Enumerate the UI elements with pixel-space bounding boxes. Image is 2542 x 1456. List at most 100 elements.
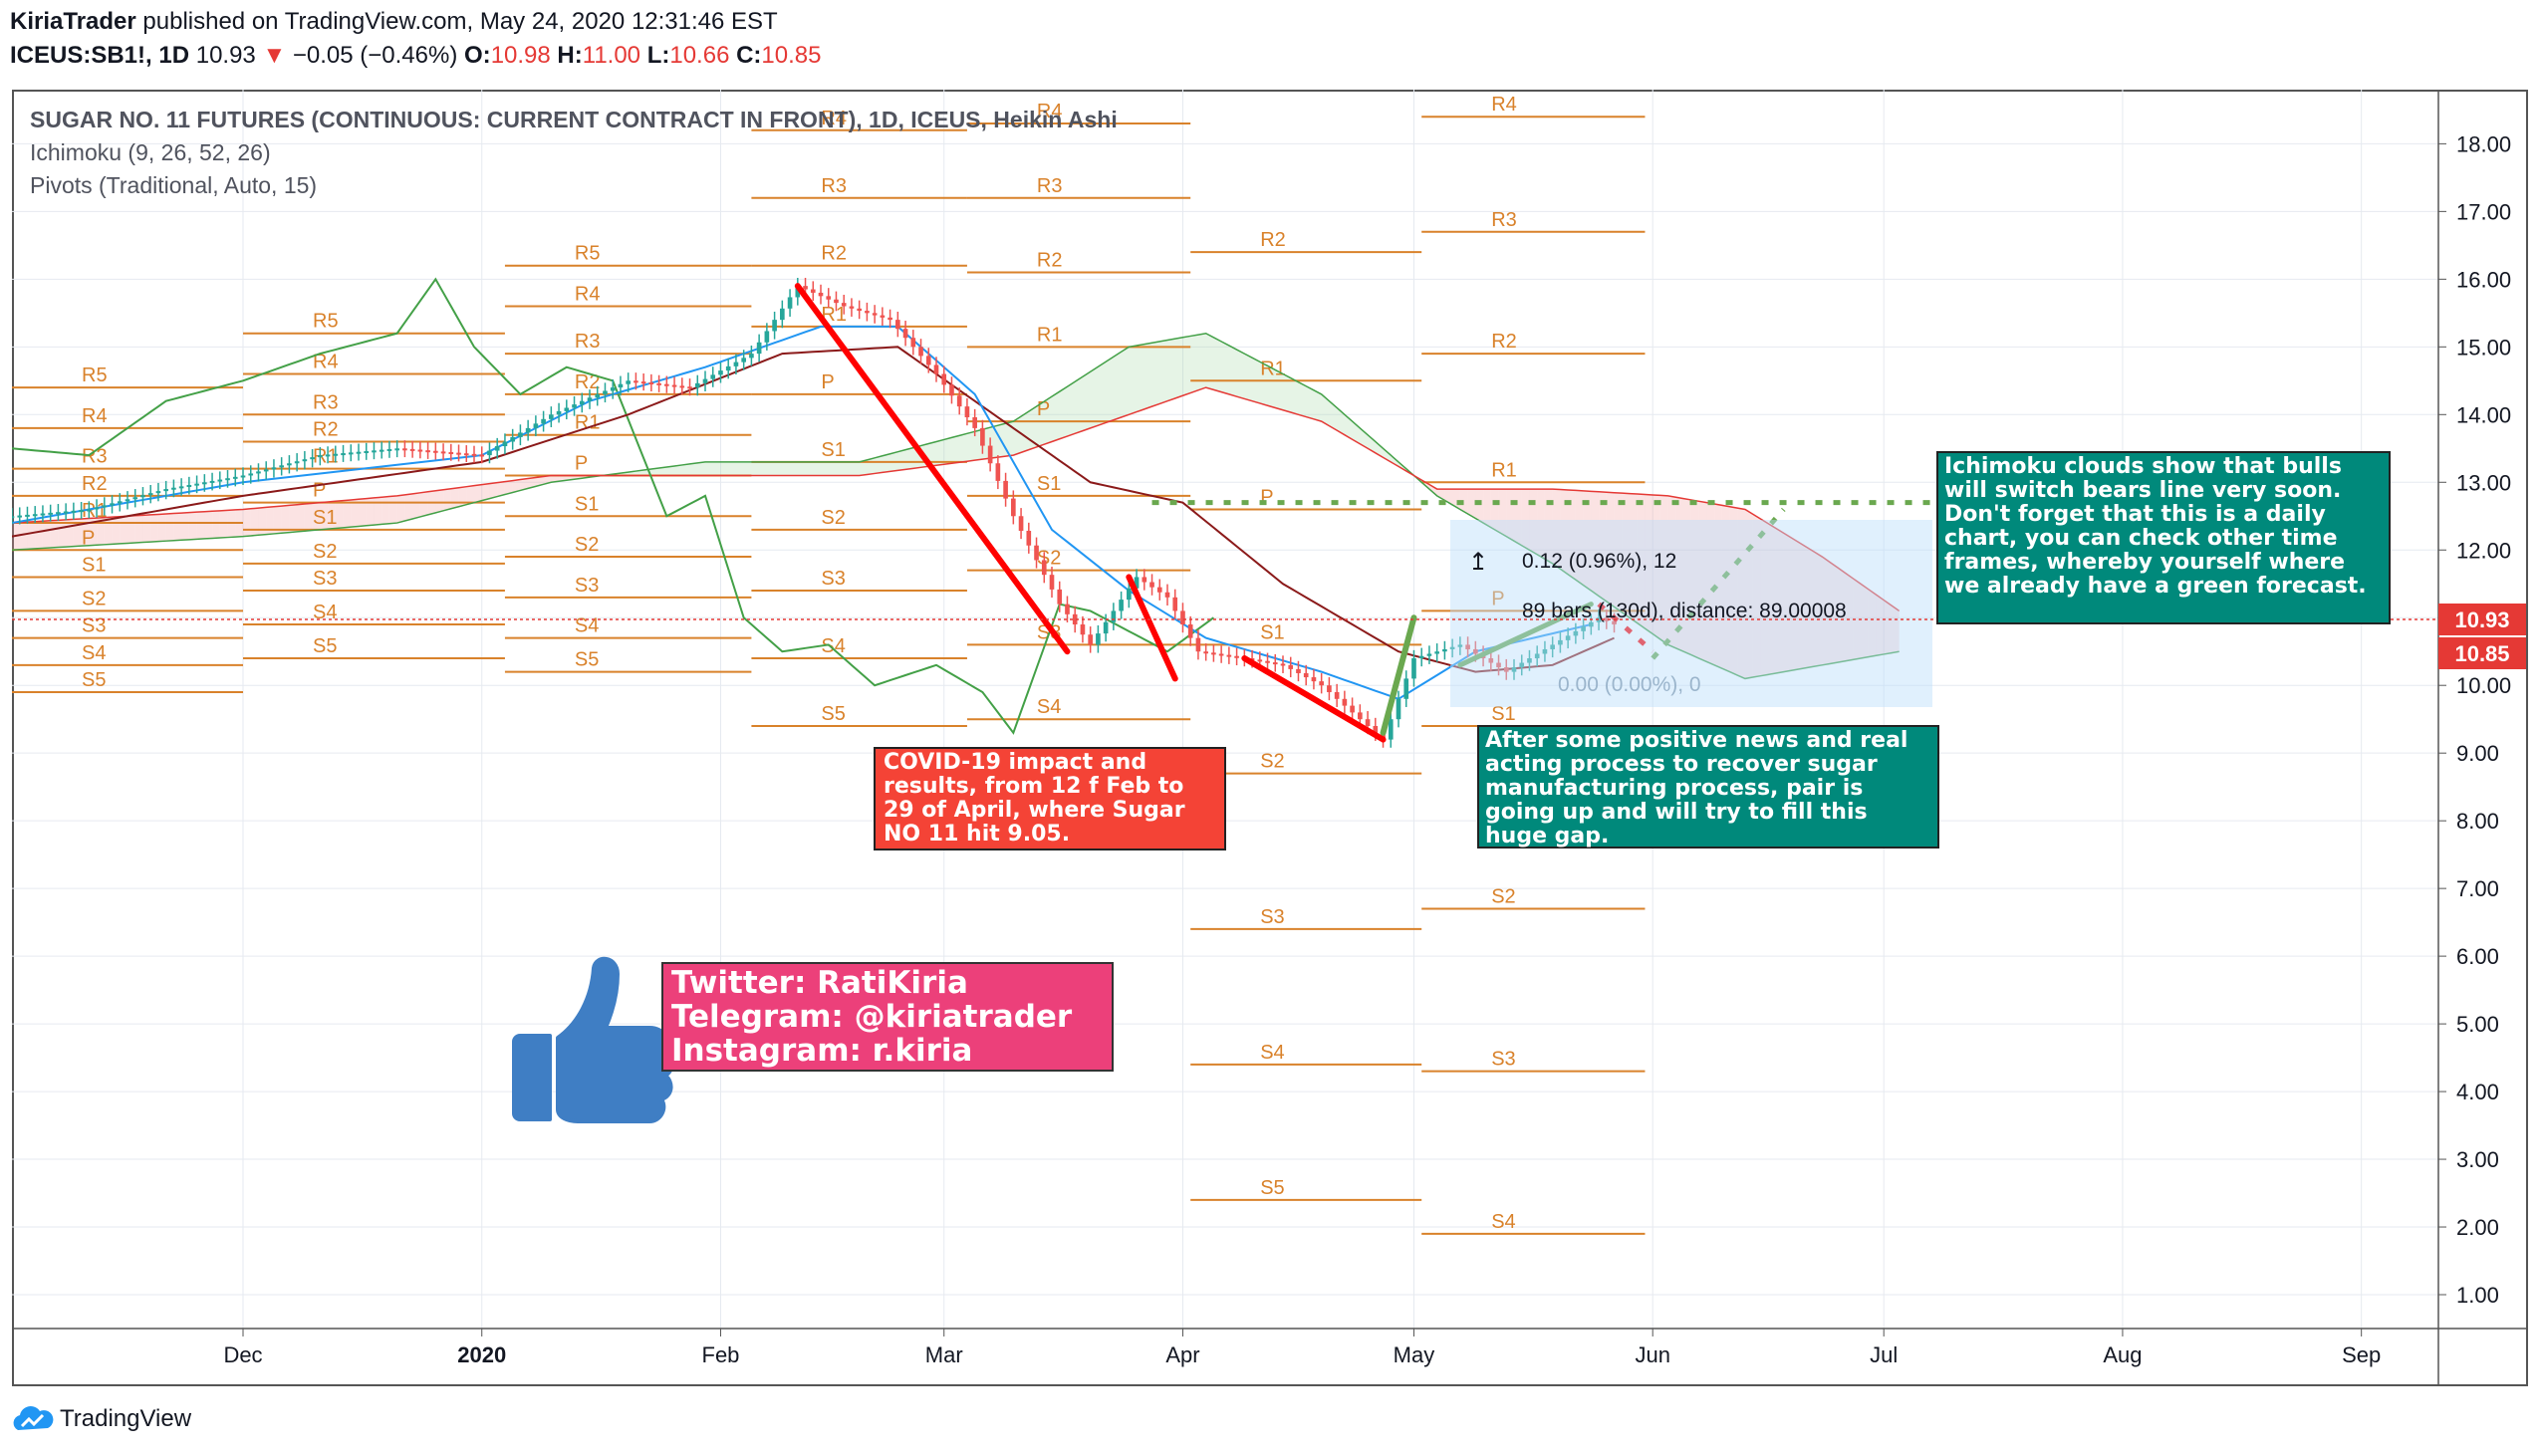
candle-body xyxy=(194,483,199,486)
cloud-segment xyxy=(735,461,744,476)
cloud-segment xyxy=(766,461,775,476)
cloud-segment xyxy=(1775,528,1784,673)
candle-body xyxy=(1426,653,1432,656)
candle-body xyxy=(471,453,477,456)
kijun-sen-line xyxy=(12,346,1615,673)
covid-note[interactable]: COVID-19 impact and results, from 12 f F… xyxy=(874,747,1226,850)
cloud-segment xyxy=(1190,335,1198,393)
candle-body xyxy=(1334,692,1340,699)
cloud-segment xyxy=(1313,389,1322,422)
cloud-segment xyxy=(1129,345,1138,415)
pivot-label: R1 xyxy=(1491,459,1517,481)
candle-body xyxy=(279,465,284,468)
price-tick-label: 10.00 xyxy=(2456,673,2511,698)
cloud-segment xyxy=(1368,434,1376,453)
time-tick-label: 2020 xyxy=(457,1342,506,1367)
candle-body xyxy=(1057,589,1063,605)
pivot-label: R2 xyxy=(1037,250,1063,272)
pivot-label: S5 xyxy=(1260,1177,1284,1199)
pivot-label: S3 xyxy=(1491,1049,1515,1071)
pivot-label: P xyxy=(82,527,95,549)
cloud-segment xyxy=(196,511,205,540)
cloud-segment xyxy=(1174,337,1183,398)
price-chart[interactable]: R5 R4 R3 R2 R1 P S1 S2 S3 S4 S5 R5 R4 R3 R2 R1 P S1 S2 S3 S4… xyxy=(12,90,2528,1386)
candle-body xyxy=(671,384,677,387)
candle-body xyxy=(902,329,908,339)
cloud-segment xyxy=(1082,371,1091,431)
close-price-tag-box xyxy=(2438,637,2526,669)
social-note[interactable]: Twitter: RatiKiria Telegram: @kiriatrade… xyxy=(661,962,1114,1072)
candle-body xyxy=(409,448,415,451)
cloud-segment xyxy=(489,482,498,499)
cloud-segment xyxy=(1645,494,1653,634)
cloud-segment xyxy=(1391,455,1398,467)
candle-body xyxy=(587,397,593,401)
candle-body xyxy=(595,393,601,398)
time-axis[interactable]: Dec 2020 Feb Mar Apr May Jun Jul Aug Sep xyxy=(12,1328,2528,1367)
pivot-label: P xyxy=(313,480,326,502)
pivot-label: S5 xyxy=(313,635,337,657)
price-tick-label: 17.00 xyxy=(2456,199,2511,224)
cloud-segment xyxy=(1552,489,1561,570)
price-axis[interactable]: 1.00 2.00 3.00 4.00 5.00 6.00 7.00 8.00 9.00 10.0… xyxy=(2437,90,2511,1384)
cloud-segment xyxy=(1884,600,1892,654)
candle-body xyxy=(941,373,947,385)
candle-body xyxy=(56,512,61,515)
candle-body xyxy=(694,382,700,388)
candle-body xyxy=(725,365,731,371)
cloud-segment xyxy=(1830,562,1838,664)
pivot-label: R4 xyxy=(1491,94,1517,116)
cloud-segment xyxy=(512,479,521,493)
pivot-label: S5 xyxy=(82,669,106,691)
cloud-segment xyxy=(751,461,760,476)
legend-ichimoku[interactable]: Ichimoku (9, 26, 52, 26) xyxy=(30,139,271,165)
candle-body xyxy=(610,387,616,391)
last-price-tag-label: 10.93 xyxy=(2454,607,2509,632)
candle-body xyxy=(1373,725,1379,733)
trendline-april-drop xyxy=(1126,574,1178,682)
pivot-levels: R5 R4 R3 R2 R1 P S1 S2 S3 S4 S5 R5 R4 R3 R2 R1 P S1 S2 S3 S4… xyxy=(12,94,1646,1235)
cloud-segment xyxy=(1544,489,1553,564)
cloud-segment xyxy=(689,462,698,476)
measure-tool: ↥ 0.12 (0.96%), 12 89 bars (130d), dista… xyxy=(1450,520,1932,707)
cloud-segment xyxy=(782,461,791,476)
candle-body xyxy=(987,445,993,464)
price-tick-label: 13.00 xyxy=(2456,470,2511,495)
news-note[interactable]: After some positive news and real acting… xyxy=(1477,725,1939,849)
cloud-segment xyxy=(466,485,474,505)
candle-body xyxy=(1488,658,1494,663)
candle-body xyxy=(972,417,977,428)
legend-pivots[interactable]: Pivots (Traditional, Auto, 15) xyxy=(30,172,318,198)
social-twitter: Twitter: RatiKiria xyxy=(671,965,968,1001)
candle-body xyxy=(1234,655,1239,658)
candle-body xyxy=(749,354,754,359)
author-name[interactable]: KiriaTrader xyxy=(10,8,136,35)
measure-price-change: 0.12 (0.96%), 12 xyxy=(1522,550,1676,573)
tradingview-brand[interactable]: TradingView xyxy=(10,1404,191,1434)
ichimoku-note[interactable]: Ichimoku clouds show that bulls will swi… xyxy=(1936,451,2391,624)
legend-title[interactable]: SUGAR NO. 11 FUTURES (CONTINUOUS: CURREN… xyxy=(30,107,1118,132)
candle-body xyxy=(1003,480,1008,499)
candle-body xyxy=(386,448,392,451)
cloud-segment xyxy=(1483,489,1491,528)
cloud-segment xyxy=(836,461,845,476)
ohlc-header: ICEUS:SB1!, 1D 10.93 ▼ −0.05 (−0.46%) O:… xyxy=(10,42,821,70)
candle-body xyxy=(780,308,785,321)
candle-body xyxy=(240,475,246,478)
cloud-segment xyxy=(1583,490,1592,592)
cloud-segment xyxy=(1159,340,1167,404)
candle-body xyxy=(995,463,1001,481)
symbol-label[interactable]: ICEUS:SB1!, 1D xyxy=(10,42,190,69)
pivot-label: S1 xyxy=(1491,703,1515,725)
candle-body xyxy=(1072,613,1078,625)
candle-body xyxy=(372,450,377,453)
candle-body xyxy=(865,311,870,314)
cloud-segment xyxy=(697,461,705,476)
candle-body xyxy=(1018,516,1024,531)
candle-body xyxy=(178,486,184,489)
candle-body xyxy=(1388,719,1394,740)
cloud-segment xyxy=(928,441,936,467)
pivot-label: S4 xyxy=(821,635,845,657)
candle-body xyxy=(79,510,84,513)
candle-body xyxy=(956,395,962,407)
